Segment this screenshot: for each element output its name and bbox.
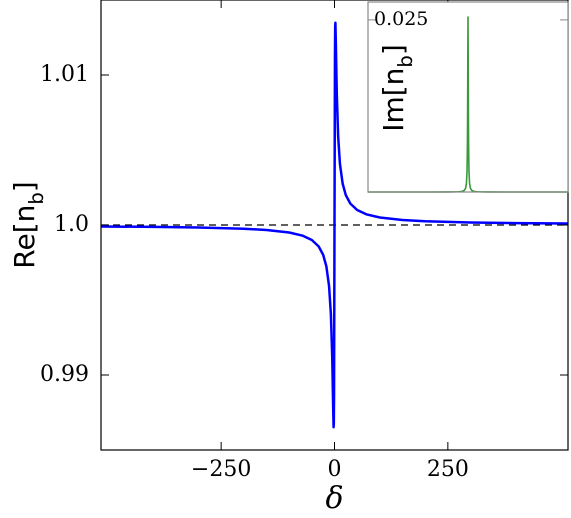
y-tick-label: 0.025 <box>374 8 428 30</box>
axes-frame <box>367 1 569 193</box>
x-tick-label: 0 <box>328 457 342 482</box>
data-line <box>100 21 569 429</box>
y-tick-label: 1.01 <box>40 62 89 87</box>
data-line <box>367 16 569 193</box>
y-tick-label: 1.0 <box>54 212 89 237</box>
x-axis-label: δ <box>325 481 343 516</box>
y-axis-label: Re[nb] <box>8 181 48 268</box>
y-tick-label: 0.99 <box>40 362 89 387</box>
axes-frame <box>100 0 569 451</box>
x-tick-label: 250 <box>427 457 469 482</box>
x-tick-label: −250 <box>191 457 251 482</box>
